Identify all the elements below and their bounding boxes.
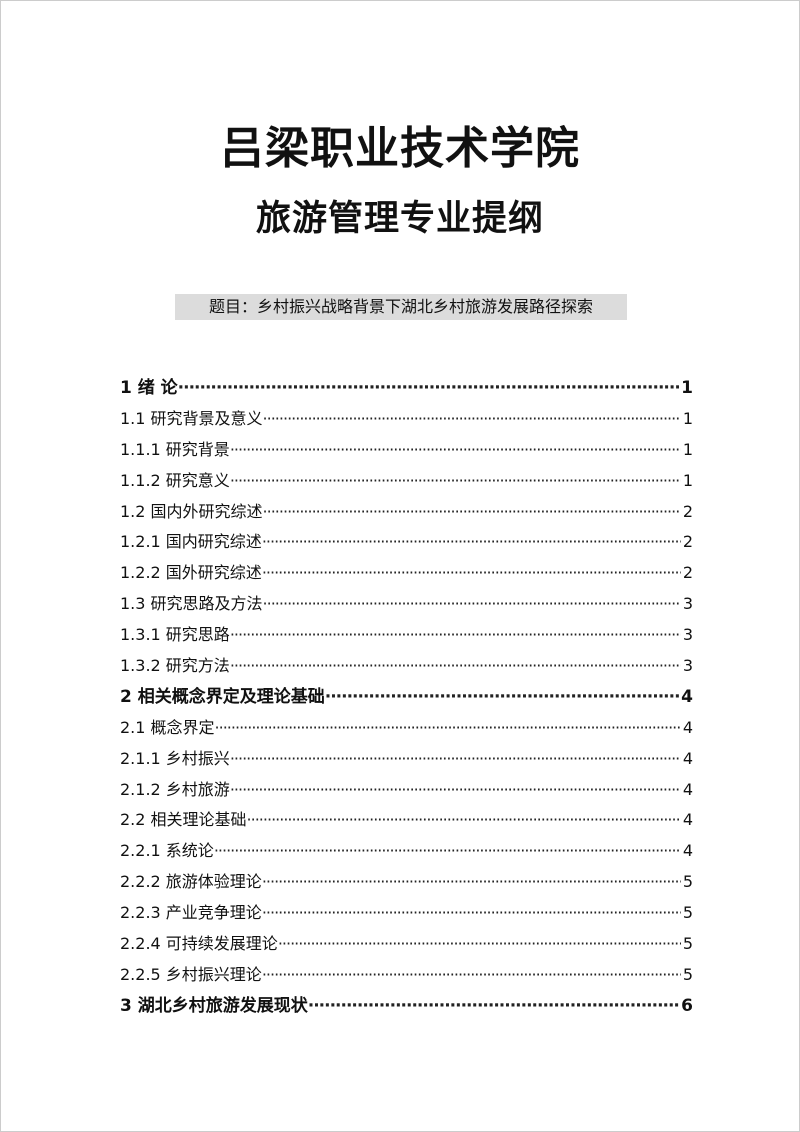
toc-entry[interactable]: 1.1.1 研究背景 1 bbox=[120, 435, 693, 466]
toc-leader-dots bbox=[262, 898, 681, 929]
toc-entry-page: 2 bbox=[682, 563, 693, 583]
toc-entry[interactable]: 1.3.1 研究思路 3 bbox=[120, 620, 693, 651]
topic-line: 题目：乡村振兴战略背景下湖北乡村旅游发展路径探索 bbox=[175, 294, 627, 320]
toc-entry-label: 1 绪 论 bbox=[120, 378, 178, 398]
toc-entry-page: 4 bbox=[682, 779, 693, 799]
toc-entry[interactable]: 3 湖北乡村旅游发展现状 6 bbox=[120, 991, 693, 1022]
document-title: 吕梁职业技术学院 bbox=[220, 123, 580, 174]
toc-leader-dots bbox=[278, 929, 681, 960]
toc-entry-label: 2.1.2 乡村旅游 bbox=[120, 779, 230, 799]
toc-leader-dots bbox=[215, 713, 681, 744]
toc-entry-page: 3 bbox=[682, 625, 693, 645]
toc-entry[interactable]: 2.2.4 可持续发展理论 5 bbox=[120, 929, 693, 960]
toc-entry[interactable]: 1.3 研究思路及方法 3 bbox=[120, 589, 693, 620]
toc-entry[interactable]: 2.2.2 旅游体验理论 5 bbox=[120, 867, 693, 898]
toc-leader-dots bbox=[308, 991, 679, 1022]
toc-entry[interactable]: 1.2.1 国内研究综述 2 bbox=[120, 527, 693, 558]
toc-entry-page: 5 bbox=[682, 903, 693, 923]
toc-entry-page: 4 bbox=[682, 841, 693, 861]
toc-entry-page: 6 bbox=[681, 995, 693, 1016]
toc-leader-dots bbox=[230, 651, 681, 682]
toc-leader-dots bbox=[262, 527, 681, 558]
toc-entry-label: 1.2.1 国内研究综述 bbox=[120, 532, 262, 552]
toc-leader-dots bbox=[178, 373, 679, 404]
toc-leader-dots bbox=[230, 744, 681, 775]
toc-entry-label: 1.3.1 研究思路 bbox=[120, 625, 230, 645]
toc-entry-label: 2.1.1 乡村振兴 bbox=[120, 748, 230, 768]
toc-leader-dots bbox=[230, 620, 681, 651]
toc-entry-page: 4 bbox=[682, 748, 693, 768]
toc-leader-dots bbox=[214, 836, 681, 867]
toc-entry-label: 2.2.1 系统论 bbox=[120, 841, 214, 861]
toc-leader-dots bbox=[263, 404, 681, 435]
toc-entry[interactable]: 1.1 研究背景及意义 1 bbox=[120, 404, 693, 435]
toc-entry-page: 4 bbox=[682, 717, 693, 737]
toc-entry[interactable]: 2.2.5 乡村振兴理论 5 bbox=[120, 960, 693, 991]
toc-entry-label: 2.2.3 产业竞争理论 bbox=[120, 903, 262, 923]
toc-leader-dots bbox=[247, 805, 681, 836]
toc-entry-page: 5 bbox=[682, 934, 693, 954]
toc-entry-page: 1 bbox=[682, 408, 693, 428]
toc-entry[interactable]: 2.1.2 乡村旅游 4 bbox=[120, 775, 693, 806]
toc-entry-page: 5 bbox=[682, 872, 693, 892]
toc-entry-page: 4 bbox=[682, 810, 693, 830]
toc-leader-dots bbox=[230, 775, 681, 806]
toc-entry-label: 2 相关概念界定及理论基础 bbox=[120, 686, 325, 707]
toc-entry-page: 1 bbox=[681, 378, 693, 398]
toc-leader-dots bbox=[230, 435, 681, 466]
toc-entry-page: 3 bbox=[682, 656, 693, 676]
toc-entry-label: 1.3 研究思路及方法 bbox=[120, 594, 263, 614]
toc-entry-label: 2.2.4 可持续发展理论 bbox=[120, 934, 278, 954]
toc-entry-label: 2.2 相关理论基础 bbox=[120, 810, 247, 830]
toc-entry[interactable]: 1.1.2 研究意义 1 bbox=[120, 466, 693, 497]
toc-entry[interactable]: 2.1.1 乡村振兴 4 bbox=[120, 744, 693, 775]
toc-entry[interactable]: 2.1 概念界定 4 bbox=[120, 713, 693, 744]
document-subtitle: 旅游管理专业提纲 bbox=[255, 198, 544, 239]
toc-entry-page: 2 bbox=[682, 532, 693, 552]
toc-entry[interactable]: 1.2 国内外研究综述 2 bbox=[120, 497, 693, 528]
toc-entry[interactable]: 2.2.1 系统论 4 bbox=[120, 836, 693, 867]
toc-entry[interactable]: 2.2 相关理论基础 4 bbox=[120, 805, 693, 836]
toc-leader-dots bbox=[262, 960, 681, 991]
toc-entry-label: 1.1.2 研究意义 bbox=[120, 470, 230, 490]
toc-entry-label: 2.2.5 乡村振兴理论 bbox=[120, 964, 262, 984]
toc-entry-label: 1.2.2 国外研究综述 bbox=[120, 563, 262, 583]
toc-leader-dots bbox=[263, 589, 681, 620]
toc-entry-page: 2 bbox=[682, 501, 693, 521]
toc-entry[interactable]: 2.2.3 产业竞争理论 5 bbox=[120, 898, 693, 929]
toc-leader-dots bbox=[325, 682, 679, 713]
toc-entry-label: 1.2 国内外研究综述 bbox=[120, 501, 263, 521]
toc-entry-label: 1.1 研究背景及意义 bbox=[120, 408, 263, 428]
toc-leader-dots bbox=[230, 466, 681, 497]
toc-entry-label: 1.3.2 研究方法 bbox=[120, 656, 230, 676]
toc-entry[interactable]: 1.3.2 研究方法 3 bbox=[120, 651, 693, 682]
toc-entry[interactable]: 1 绪 论 1 bbox=[120, 373, 693, 404]
toc-leader-dots bbox=[262, 867, 681, 898]
toc-entry-label: 2.2.2 旅游体验理论 bbox=[120, 872, 262, 892]
toc-entry-page: 5 bbox=[682, 964, 693, 984]
toc-entry-label: 3 湖北乡村旅游发展现状 bbox=[120, 995, 308, 1016]
toc-entry-label: 1.1.1 研究背景 bbox=[120, 439, 230, 459]
toc-entry[interactable]: 1.2.2 国外研究综述 2 bbox=[120, 558, 693, 589]
toc-entry-page: 1 bbox=[682, 470, 693, 490]
toc-entry-page: 3 bbox=[682, 594, 693, 614]
table-of-contents: 1 绪 论11.1 研究背景及意义11.1.1 研究背景11.1.2 研究意义1… bbox=[120, 373, 693, 1022]
toc-leader-dots bbox=[262, 558, 681, 589]
toc-leader-dots bbox=[263, 497, 681, 528]
toc-entry-label: 2.1 概念界定 bbox=[120, 717, 215, 737]
toc-entry-page: 1 bbox=[682, 439, 693, 459]
toc-entry[interactable]: 2 相关概念界定及理论基础 4 bbox=[120, 682, 693, 713]
toc-entry-page: 4 bbox=[681, 686, 693, 707]
